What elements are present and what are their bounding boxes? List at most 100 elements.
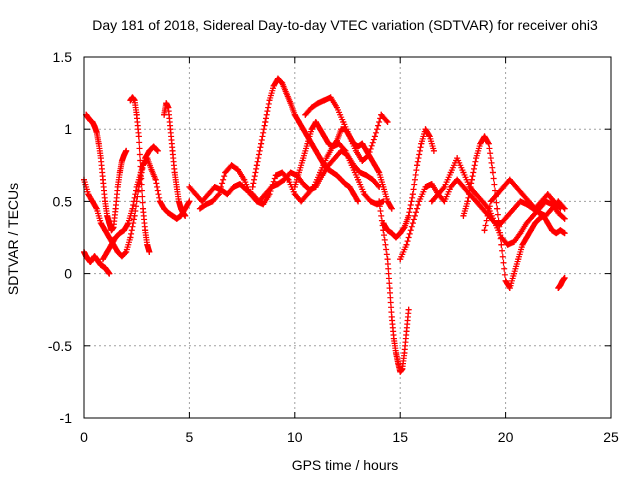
data-point	[99, 176, 106, 183]
data-point	[494, 191, 501, 198]
data-point	[169, 147, 176, 154]
data-point	[93, 205, 100, 212]
data-point	[405, 306, 412, 313]
data-point	[530, 212, 537, 219]
data-point	[363, 172, 370, 179]
data-point	[532, 205, 539, 212]
x-tick-label: 25	[603, 429, 619, 445]
data-point	[428, 198, 435, 205]
data-point	[91, 123, 98, 130]
data-point	[175, 198, 182, 205]
series-track-f	[99, 143, 161, 263]
data-point	[154, 147, 161, 154]
series-track-k	[291, 118, 395, 212]
data-point	[106, 270, 113, 277]
series-track-r	[555, 274, 568, 292]
data-point	[346, 183, 353, 190]
data-point	[104, 212, 111, 219]
data-point	[317, 169, 324, 176]
data-point	[110, 224, 117, 231]
x-axis-label: GPS time / hours	[292, 457, 399, 473]
data-point	[502, 277, 509, 284]
data-point	[321, 162, 328, 169]
data-point	[473, 155, 480, 162]
data-point	[165, 104, 172, 111]
data-point	[266, 97, 273, 104]
data-point	[553, 230, 560, 237]
data-point	[304, 191, 311, 198]
data-point	[262, 118, 269, 125]
data-point	[300, 181, 307, 188]
data-point	[222, 169, 229, 176]
data-point	[209, 198, 216, 205]
data-point	[152, 176, 159, 183]
data-point	[479, 205, 486, 212]
data-point	[392, 350, 399, 357]
data-point	[422, 126, 429, 133]
data-point	[279, 169, 286, 176]
data-point	[146, 147, 153, 154]
data-point	[485, 140, 492, 147]
data-point	[441, 198, 448, 205]
series-track-q	[481, 176, 564, 234]
data-point	[95, 140, 102, 147]
data-point	[395, 360, 402, 367]
data-point	[342, 147, 349, 154]
plot-frame	[83, 56, 612, 419]
data-point	[561, 215, 568, 222]
data-point	[173, 215, 180, 222]
data-point	[397, 230, 404, 237]
data-point	[401, 224, 408, 231]
x-tick-label: 0	[80, 429, 88, 445]
data-point	[405, 212, 412, 219]
data-point	[388, 205, 395, 212]
x-tick-label: 20	[498, 429, 514, 445]
data-point	[296, 118, 303, 125]
data-point	[414, 162, 421, 169]
series-track-b	[81, 248, 113, 277]
data-point	[376, 198, 383, 205]
data-point	[454, 176, 461, 183]
data-point	[416, 198, 423, 205]
data-point	[150, 143, 157, 150]
data-point	[426, 133, 433, 140]
data-point	[468, 176, 475, 183]
data-point	[165, 209, 172, 216]
data-point	[525, 198, 532, 205]
data-point	[247, 191, 254, 198]
data-point	[260, 201, 267, 208]
data-point	[548, 227, 555, 234]
data-point	[355, 198, 362, 205]
data-point	[196, 205, 203, 212]
data-point	[447, 183, 454, 190]
series-track-c	[83, 111, 130, 234]
data-point	[504, 241, 511, 248]
data-point	[481, 227, 488, 234]
data-point	[513, 183, 520, 190]
data-point	[205, 191, 212, 198]
data-point	[500, 183, 507, 190]
data-point	[403, 328, 410, 335]
data-point	[454, 155, 461, 162]
data-point	[331, 155, 338, 162]
data-point	[300, 126, 307, 133]
data-point	[146, 248, 153, 255]
series-track-n	[397, 176, 568, 263]
data-point	[112, 205, 119, 212]
data-point	[317, 155, 324, 162]
data-point	[506, 285, 513, 292]
data-point	[355, 176, 362, 183]
data-point	[359, 157, 366, 164]
data-point	[386, 285, 393, 292]
data-point	[291, 191, 298, 198]
data-point	[409, 191, 416, 198]
data-point	[350, 191, 357, 198]
data-point	[428, 181, 435, 188]
data-point	[291, 111, 298, 118]
data-point	[536, 215, 543, 222]
data-point	[137, 169, 144, 176]
data-point	[519, 241, 526, 248]
data-point	[121, 227, 128, 234]
data-point	[224, 191, 231, 198]
